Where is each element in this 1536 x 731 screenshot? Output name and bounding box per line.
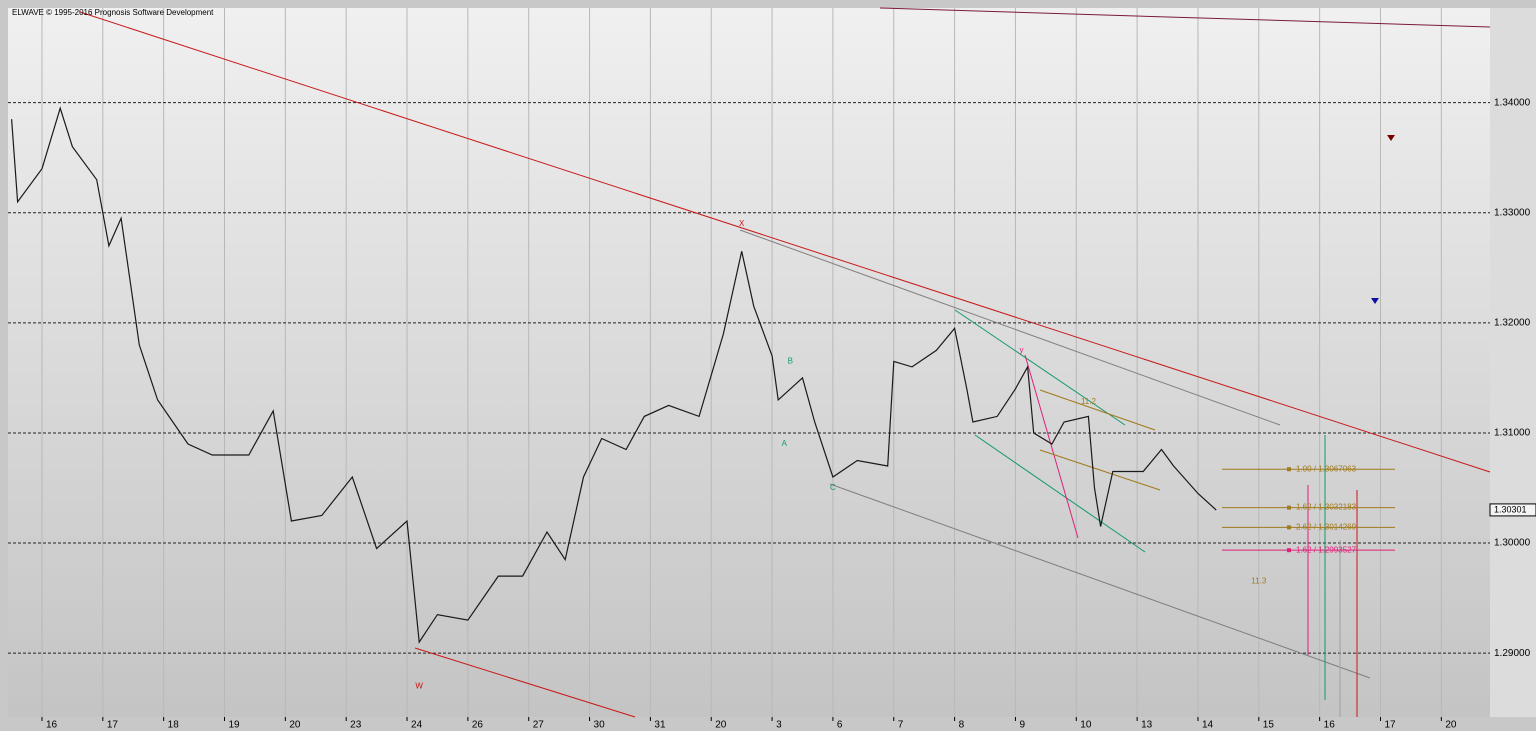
channel-line bbox=[1039, 449, 1161, 491]
last-price-label: 1.30301 bbox=[1494, 504, 1527, 514]
x-tick-label: 20 bbox=[715, 720, 727, 731]
x-tick-label: 30 bbox=[594, 720, 606, 731]
y-tick-label: 1.31000 bbox=[1494, 428, 1531, 439]
x-tick-label: 15 bbox=[1263, 720, 1275, 731]
x-tick-label: 23 bbox=[350, 720, 362, 731]
trend-line bbox=[414, 647, 636, 718]
fib-label: 1.00 / 1.3067063 bbox=[1296, 464, 1357, 473]
fib-dot bbox=[1287, 505, 1291, 510]
x-tick-label: 16 bbox=[46, 720, 58, 731]
price-axis bbox=[1490, 8, 1536, 717]
wave-label: C bbox=[830, 483, 836, 492]
x-tick-label: 18 bbox=[168, 720, 180, 731]
fib-label: 2.62 / 1.3014269 bbox=[1296, 522, 1357, 531]
grid bbox=[8, 8, 1490, 717]
x-tick-label: 10 bbox=[1080, 720, 1092, 731]
x-tick-label: 6 bbox=[837, 720, 843, 731]
x-tick-label: 13 bbox=[1141, 720, 1153, 731]
x-tick-label: 17 bbox=[1384, 720, 1396, 731]
x-tick-label: 20 bbox=[289, 720, 301, 731]
trend-line bbox=[739, 229, 1281, 426]
fib-dot bbox=[1287, 525, 1291, 530]
x-tick-label: 27 bbox=[533, 720, 545, 731]
wave-label: A bbox=[782, 439, 788, 448]
time-axis bbox=[0, 717, 1536, 731]
x-tick-label: 26 bbox=[472, 720, 484, 731]
x-tick-label: 14 bbox=[1202, 720, 1214, 731]
x-tick-label: 16 bbox=[1324, 720, 1336, 731]
trend-line bbox=[829, 483, 1371, 679]
wave-label: y bbox=[1020, 345, 1024, 354]
plot-area bbox=[8, 8, 1490, 717]
wave-label: X bbox=[739, 219, 745, 228]
x-tick-label: 31 bbox=[654, 720, 666, 731]
wave-label: B bbox=[788, 357, 793, 366]
marker bbox=[1387, 135, 1395, 141]
x-tick-label: 19 bbox=[229, 720, 241, 731]
wave-label: 11.3 bbox=[1251, 577, 1267, 586]
x-tick-label: 17 bbox=[107, 720, 119, 731]
wave-label: 11.2 bbox=[1081, 397, 1097, 406]
x-tick-label: 7 bbox=[898, 720, 904, 731]
y-tick-label: 1.29000 bbox=[1494, 648, 1531, 659]
y-tick-label: 1.34000 bbox=[1494, 97, 1531, 108]
fib-label: 1.62 / 1.3032183 bbox=[1296, 503, 1357, 512]
fib-dot bbox=[1287, 467, 1291, 472]
y-tick-label: 1.32000 bbox=[1494, 318, 1531, 329]
wave-label: W bbox=[415, 681, 423, 690]
x-tick-label: 24 bbox=[411, 720, 423, 731]
x-tick-label: 9 bbox=[1019, 720, 1025, 731]
price-line bbox=[11, 106, 1217, 644]
trend-line bbox=[79, 11, 1491, 473]
chart-title: ELWAVE © 1995-2016 Prognosis Software De… bbox=[12, 8, 214, 17]
last-price-box bbox=[1489, 503, 1536, 517]
fib-dot bbox=[1287, 548, 1291, 553]
x-tick-label: 8 bbox=[959, 720, 965, 731]
marker bbox=[1371, 298, 1379, 304]
y-tick-label: 1.30000 bbox=[1494, 538, 1531, 549]
fib-label: 1.62 / 1.2993527 bbox=[1296, 545, 1357, 554]
trend-lines bbox=[79, 7, 1491, 718]
x-tick-label: 20 bbox=[1445, 720, 1457, 731]
y-tick-label: 1.33000 bbox=[1494, 207, 1531, 218]
channel-line bbox=[1024, 354, 1079, 539]
trend-line bbox=[879, 7, 1491, 28]
channel-line bbox=[954, 309, 1126, 426]
channel-line bbox=[974, 434, 1146, 553]
channel-line bbox=[1039, 389, 1156, 431]
x-tick-label: 3 bbox=[776, 720, 782, 731]
